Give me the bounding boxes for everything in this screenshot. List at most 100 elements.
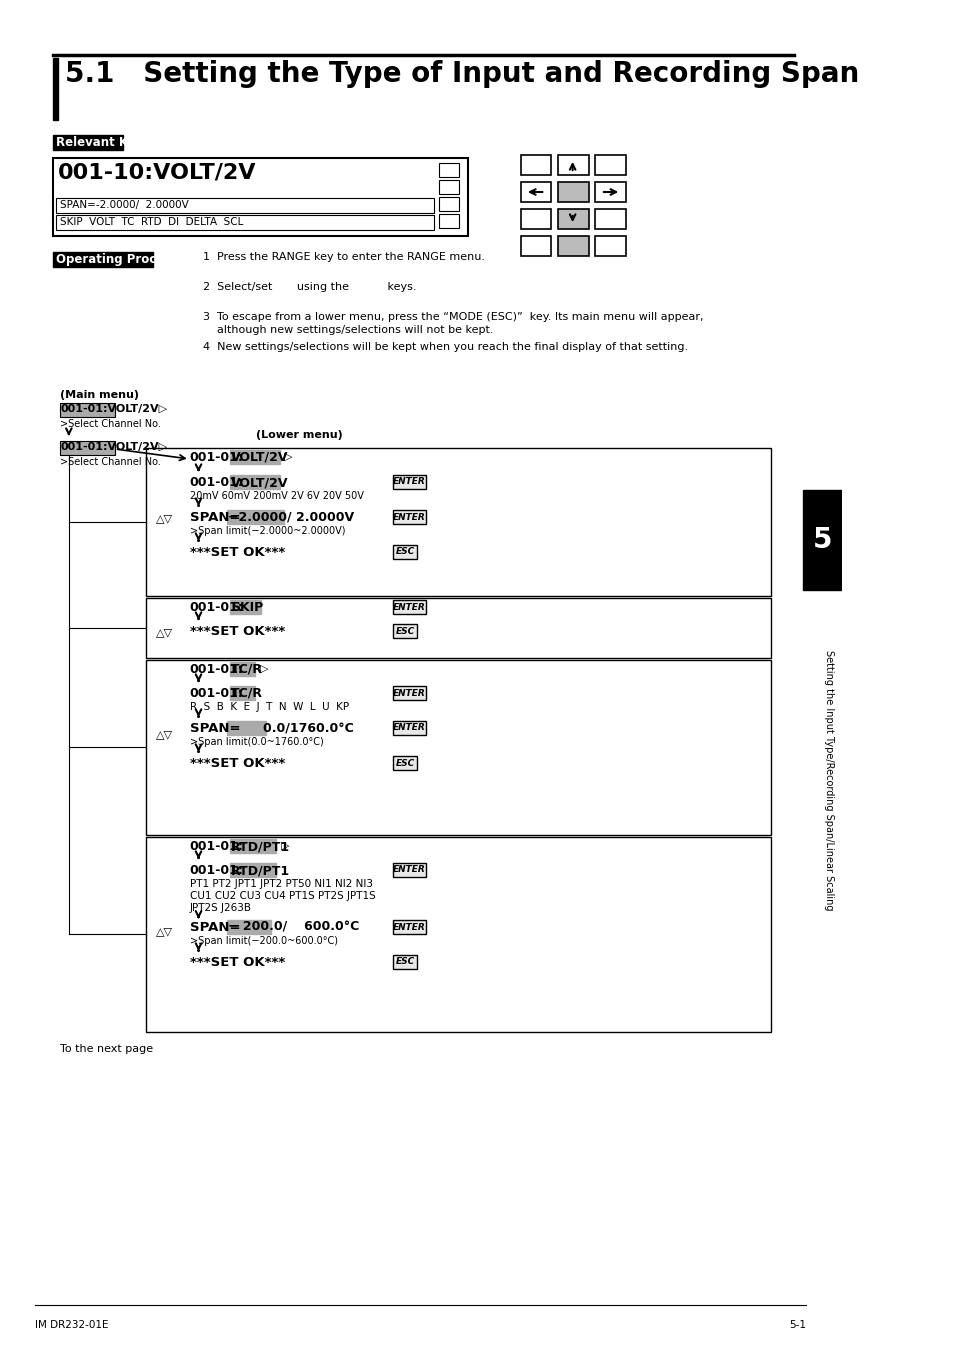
Text: ***SET OK***: ***SET OK*** <box>190 626 285 638</box>
Text: Setting the Input Type/Recording Span/Linear Scaling: Setting the Input Type/Recording Span/Li… <box>823 650 834 911</box>
Bar <box>594 209 625 230</box>
Bar <box>227 920 271 934</box>
Text: ESC: ESC <box>395 547 415 557</box>
Bar <box>52 158 467 236</box>
Bar <box>393 955 416 969</box>
Text: 3  To escape from a lower menu, press the “MODE (ESC)”  key. Its main menu will : 3 To escape from a lower menu, press the… <box>203 312 702 322</box>
Text: 001-01:: 001-01: <box>190 601 243 613</box>
Text: 20mV 60mV 200mV 2V 6V 20V 50V: 20mV 60mV 200mV 2V 6V 20V 50V <box>190 490 363 501</box>
Bar <box>594 155 625 176</box>
Bar <box>393 863 426 877</box>
Text: >Span limit(−2.0000~2.0000V): >Span limit(−2.0000~2.0000V) <box>190 526 345 536</box>
Bar <box>227 721 266 735</box>
Bar <box>393 600 426 613</box>
Text: ESC: ESC <box>395 758 415 767</box>
Bar <box>439 197 458 211</box>
Text: JPT2S J263B: JPT2S J263B <box>190 902 252 913</box>
Text: △▽: △▽ <box>156 627 173 638</box>
Text: △▽: △▽ <box>156 925 173 936</box>
Text: 0.0/1760.0°C: 0.0/1760.0°C <box>228 721 353 735</box>
Bar <box>230 450 279 463</box>
Text: ▷: ▷ <box>260 663 269 674</box>
Bar <box>52 135 123 150</box>
Text: (Main menu): (Main menu) <box>60 390 139 400</box>
Bar <box>558 236 588 255</box>
Bar <box>60 403 114 417</box>
Bar <box>520 209 551 230</box>
Text: ENTER: ENTER <box>393 923 425 931</box>
Text: IM DR232-01E: IM DR232-01E <box>35 1320 109 1329</box>
Text: SPAN=: SPAN= <box>190 721 240 735</box>
Text: VOLT/2V: VOLT/2V <box>231 451 289 463</box>
Text: △▽: △▽ <box>156 730 173 739</box>
Text: ▷: ▷ <box>281 842 290 851</box>
Bar <box>802 490 841 590</box>
Text: RTD/PT1: RTD/PT1 <box>231 840 290 852</box>
Text: 4  New settings/selections will be kept when you reach the final display of that: 4 New settings/selections will be kept w… <box>203 342 687 353</box>
Text: 5: 5 <box>812 526 831 554</box>
Bar <box>393 920 426 934</box>
Bar <box>56 199 434 213</box>
Bar <box>439 163 458 177</box>
Text: 001-01:VOLT/2V▷: 001-01:VOLT/2V▷ <box>61 404 168 413</box>
Text: 001-01:: 001-01: <box>190 476 243 489</box>
Bar <box>230 839 275 852</box>
Text: SKIP  VOLT  TC  RTD  DI  DELTA  SCL: SKIP VOLT TC RTD DI DELTA SCL <box>60 218 243 227</box>
Text: (Lower menu): (Lower menu) <box>255 430 342 440</box>
Bar <box>230 662 254 676</box>
Text: SPAN=: SPAN= <box>190 921 240 934</box>
Bar <box>594 236 625 255</box>
Text: ***SET OK***: ***SET OK*** <box>190 757 285 770</box>
Text: 001-01:: 001-01: <box>190 840 243 852</box>
Text: SPAN=-2.0000/  2.0000V: SPAN=-2.0000/ 2.0000V <box>60 200 189 209</box>
Text: although new settings/selections will not be kept.: although new settings/selections will no… <box>203 326 493 335</box>
Text: 001-01:: 001-01: <box>190 663 243 676</box>
Text: 001-01:: 001-01: <box>190 451 243 463</box>
Bar <box>439 180 458 195</box>
Bar <box>393 544 416 559</box>
Text: 5-1: 5-1 <box>789 1320 805 1329</box>
Bar <box>60 440 114 455</box>
Bar <box>558 209 588 230</box>
Text: △▽: △▽ <box>156 513 173 523</box>
Text: −2.0000/ 2.0000V: −2.0000/ 2.0000V <box>228 511 354 524</box>
Text: ENTER: ENTER <box>393 477 425 486</box>
Text: Operating Procedure: Operating Procedure <box>56 253 195 266</box>
Text: ENTER: ENTER <box>393 724 425 732</box>
Text: SKIP: SKIP <box>231 601 263 613</box>
Text: 001-01:: 001-01: <box>190 688 243 700</box>
Bar <box>393 476 426 489</box>
Bar <box>56 215 434 230</box>
Text: RTD/PT1: RTD/PT1 <box>231 865 290 877</box>
Text: Relevant Keys: Relevant Keys <box>56 136 151 149</box>
Bar <box>230 686 254 700</box>
Text: ESC: ESC <box>395 958 415 966</box>
Text: R  S  B  K  E  J  T  N  W  L  U  KP: R S B K E J T N W L U KP <box>190 703 349 712</box>
Text: ▷: ▷ <box>284 453 293 462</box>
Bar <box>52 58 58 120</box>
Text: 2  Select/set       using the           keys.: 2 Select/set using the keys. <box>203 282 416 292</box>
Text: ENTER: ENTER <box>393 866 425 874</box>
Bar <box>558 155 588 176</box>
Text: ENTER: ENTER <box>393 512 425 521</box>
Text: SPAN=: SPAN= <box>190 511 240 524</box>
Text: >Select Channel No.: >Select Channel No. <box>60 419 161 430</box>
Text: 001-01:VOLT/2V▷: 001-01:VOLT/2V▷ <box>61 442 168 453</box>
Bar <box>147 598 770 658</box>
Bar <box>520 236 551 255</box>
Bar <box>147 838 770 1032</box>
Bar <box>520 155 551 176</box>
Text: ***SET OK***: ***SET OK*** <box>190 546 285 559</box>
Bar <box>393 721 426 735</box>
Text: 5.1   Setting the Type of Input and Recording Span: 5.1 Setting the Type of Input and Record… <box>65 59 859 88</box>
Bar <box>393 757 416 770</box>
Text: ESC: ESC <box>395 627 415 635</box>
Text: ***SET OK***: ***SET OK*** <box>190 957 285 969</box>
Text: To the next page: To the next page <box>60 1044 153 1054</box>
Bar <box>230 863 275 877</box>
Text: >Span limit(0.0~1760.0°C): >Span limit(0.0~1760.0°C) <box>190 738 323 747</box>
Bar <box>393 624 416 638</box>
Bar <box>52 253 152 267</box>
Text: >Select Channel No.: >Select Channel No. <box>60 457 161 467</box>
Bar <box>439 213 458 228</box>
